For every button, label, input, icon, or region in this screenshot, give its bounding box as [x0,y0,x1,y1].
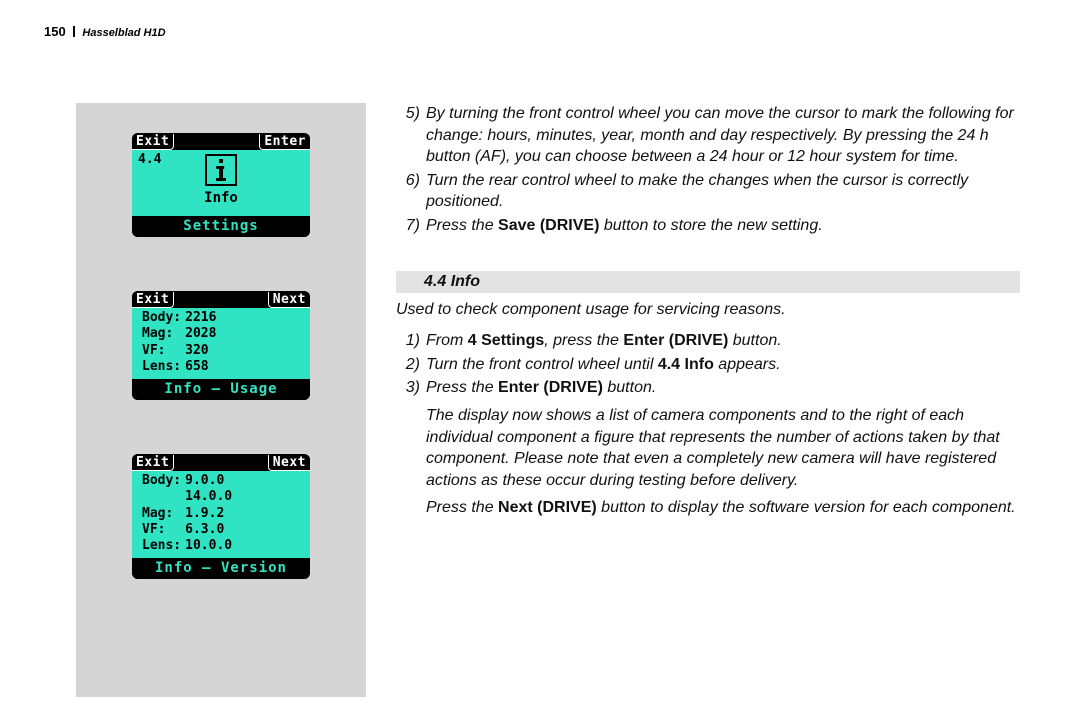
info-label: Info [140,190,302,208]
header-divider [73,26,75,37]
lcd-footer: Settings [132,216,310,237]
lcd-next-button: Next [268,292,310,308]
lcd-illustration-panel: Exit Enter 4.4 Info Settings Exit Next B… [76,103,366,697]
section-intro: Used to check component usage for servic… [396,299,1020,321]
lcd-screen-settings-info: Exit Enter 4.4 Info Settings [132,133,310,237]
paragraph-display-explain: The display now shows a list of camera c… [396,405,1020,491]
paragraph-next-drive: Press the Next (DRIVE) button to display… [396,497,1020,519]
model-name: Hasselblad H1D [82,27,165,39]
section-heading-bar: 4.4 Info [396,271,1020,293]
lcd-next-button: Next [268,455,310,471]
lcd-footer: Info – Usage [132,379,310,400]
section-title: 4.4 Info [396,271,480,293]
menu-index: 4.4 [138,152,161,168]
lcd-screen-info-usage: Exit Next Body:2216Mag:2028VF:320Lens:65… [132,291,310,400]
lcd-exit-button: Exit [132,455,174,471]
step-item: 7)Press the Save (DRIVE) button to store… [396,215,1020,237]
step-item: 2)Turn the front control wheel until 4.4… [396,354,1020,376]
version-table: Body:9.0.014.0.0Mag:1.9.2VF:6.3.0Lens:10… [140,473,234,554]
step-item: 3)Press the Enter (DRIVE) button. [396,377,1020,399]
instruction-text: 5)By turning the front control wheel you… [396,103,1020,519]
page-header: 150 Hasselblad H1D [44,24,166,39]
page-number: 150 [44,24,66,39]
lcd-footer: Info – Version [132,558,310,579]
lcd-exit-button: Exit [132,134,174,150]
steps-info: 1)From 4 Settings, press the Enter (DRIV… [396,330,1020,399]
steps-continued: 5)By turning the front control wheel you… [396,103,1020,237]
lcd-enter-button: Enter [259,134,310,150]
lcd-exit-button: Exit [132,292,174,308]
step-item: 5)By turning the front control wheel you… [396,103,1020,168]
info-icon [205,154,237,186]
step-item: 6)Turn the rear control wheel to make th… [396,170,1020,213]
step-item: 1)From 4 Settings, press the Enter (DRIV… [396,330,1020,352]
lcd-screen-info-version: Exit Next Body:9.0.014.0.0Mag:1.9.2VF:6.… [132,454,310,579]
usage-table: Body:2216Mag:2028VF:320Lens:658 [140,310,218,375]
